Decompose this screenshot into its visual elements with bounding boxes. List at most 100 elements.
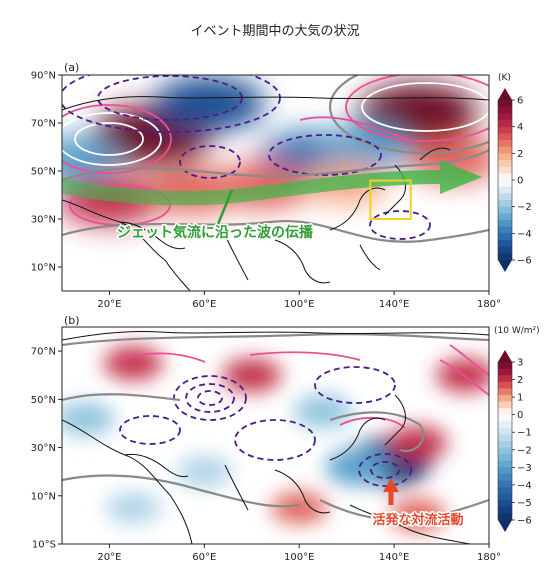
panel-a-axes: 20°E 60°E 100°E 140°E 180° 90°N 70°N 50°N 30°N 10… bbox=[31, 71, 501, 311]
colorbar-b: (10 W/m²) 3 2 1 0 −1 −2 −3 −4 −5 −6 bbox=[494, 326, 540, 532]
jet-stream-arrow bbox=[62, 160, 482, 206]
y-tick-label: 90°N bbox=[31, 71, 56, 82]
colorbar-swatch bbox=[498, 454, 512, 462]
contour-line bbox=[62, 393, 181, 402]
panel-b-frame bbox=[61, 326, 490, 545]
contour-line bbox=[319, 498, 489, 522]
anomaly-blob-b-1 bbox=[325, 448, 392, 486]
x-tick-label: 180° bbox=[477, 552, 501, 563]
colorbar-swatch bbox=[498, 434, 512, 442]
colorbar-a: (K) 6 4 2 0 −2 −4 −6 bbox=[497, 73, 532, 272]
coastline bbox=[62, 96, 489, 111]
coastline bbox=[359, 244, 381, 271]
colorbar-swatch bbox=[498, 106, 512, 114]
contour-line bbox=[62, 333, 489, 347]
y-tick-label: 10°N bbox=[31, 491, 56, 502]
colorbar-a-unit: (K) bbox=[498, 73, 511, 83]
colorbar-tick-label: 3 bbox=[517, 358, 523, 369]
colorbar-swatch bbox=[498, 233, 512, 241]
colorbar-tick-label: −4 bbox=[517, 480, 532, 491]
contour-line bbox=[62, 75, 281, 133]
coastline bbox=[384, 394, 406, 446]
panel-a-label: (a) bbox=[64, 61, 79, 74]
colorbar-swatch bbox=[498, 180, 512, 188]
anomaly-blob-b-6 bbox=[293, 394, 353, 429]
contour-line bbox=[369, 210, 431, 240]
x-tick-label: 100°E bbox=[284, 299, 314, 310]
x-tick-label: 100°E bbox=[284, 552, 314, 563]
contour-line bbox=[119, 415, 181, 445]
colorbar-b-unit: (10 W/m²) bbox=[494, 326, 540, 336]
colorbar-tick-label: −2 bbox=[517, 202, 532, 213]
colorbar-swatch bbox=[498, 467, 512, 475]
colorbar-extend-bottom bbox=[498, 260, 512, 272]
contour-line bbox=[62, 112, 162, 166]
contour-line bbox=[361, 82, 489, 132]
colorbar-swatch bbox=[498, 401, 512, 409]
contour-line bbox=[62, 149, 489, 182]
coastline bbox=[224, 234, 249, 281]
contour-line bbox=[179, 145, 241, 179]
coastline bbox=[349, 504, 471, 544]
x-tick-label: 60°E bbox=[192, 299, 216, 310]
colorbar-swatch bbox=[498, 220, 512, 228]
contour-line bbox=[268, 134, 382, 176]
contour-line bbox=[62, 220, 489, 243]
colorbar-swatch bbox=[498, 200, 512, 208]
coastline bbox=[419, 147, 451, 161]
colorbar-swatch bbox=[498, 473, 512, 481]
colorbar-swatch bbox=[498, 493, 512, 501]
colorbar-swatch bbox=[498, 408, 512, 416]
colorbar-swatch bbox=[498, 427, 512, 435]
panel-a: ジェット気流に沿った波の伝播 (a) 20°E 60°E 100°E 140°E 180… bbox=[31, 61, 532, 311]
jet-arrow-shape bbox=[62, 160, 482, 206]
colorbar-swatch bbox=[498, 140, 512, 148]
contour-line bbox=[314, 366, 396, 404]
contour-line bbox=[234, 419, 316, 461]
colorbar-swatch bbox=[498, 441, 512, 449]
colorbar-swatch bbox=[498, 206, 512, 214]
anomaly-blob-a-1 bbox=[153, 76, 265, 132]
panel-a-coastlines bbox=[62, 96, 489, 291]
y-tick-label: 10°S bbox=[32, 540, 56, 551]
colorbar-tick-label: 2 bbox=[517, 375, 523, 386]
contour-line bbox=[62, 104, 172, 174]
colorbar-swatch bbox=[498, 160, 512, 168]
contour-line bbox=[449, 344, 489, 376]
panel-b: 活発な対流活動 (b) 20°E 60°E 100°E 140°E 180° 70°N 50… bbox=[31, 314, 540, 563]
colorbar-swatch bbox=[498, 394, 512, 402]
panel-b-coastlines bbox=[62, 331, 489, 544]
y-tick-label: 30°N bbox=[31, 215, 56, 226]
anomaly-blob-b-3 bbox=[222, 358, 282, 393]
colorbar-swatch bbox=[498, 414, 512, 422]
colorbar-tick-label: −4 bbox=[517, 229, 532, 240]
x-tick-label: 140°E bbox=[379, 552, 409, 563]
y-tick-label: 50°N bbox=[31, 395, 56, 406]
colorbar-swatch bbox=[498, 166, 512, 174]
anomaly-blob-b-5 bbox=[62, 401, 116, 436]
anomaly-blob-b-4 bbox=[388, 425, 448, 460]
annotation-pointer-a bbox=[216, 189, 234, 225]
colorbar-swatch bbox=[498, 213, 512, 221]
colorbar-swatch bbox=[498, 186, 512, 194]
colorbar-swatch bbox=[498, 253, 512, 261]
contour-line bbox=[328, 75, 489, 155]
colorbar-swatch bbox=[498, 460, 512, 468]
contour-line bbox=[329, 411, 425, 453]
colorbar-swatch bbox=[498, 120, 512, 128]
colorbar-swatch bbox=[498, 513, 512, 521]
colorbar-swatch bbox=[498, 447, 512, 455]
figure-title: イベント期間中の大気の状況 bbox=[190, 24, 360, 39]
colorbar-b-swatches bbox=[497, 350, 513, 532]
annotation-convection: 活発な対流活動 bbox=[372, 512, 463, 528]
contour-line bbox=[97, 75, 243, 121]
x-tick-label: 60°E bbox=[192, 552, 216, 563]
colorbar-tick-label: −5 bbox=[517, 498, 532, 509]
coastline bbox=[62, 199, 191, 291]
coastline bbox=[329, 417, 386, 461]
colorbar-extend-top bbox=[498, 88, 512, 100]
colorbar-tick-label: −6 bbox=[517, 516, 532, 527]
coastline bbox=[224, 464, 249, 511]
colorbar-tick-label: 6 bbox=[517, 96, 523, 107]
colorbar-tick-label: 4 bbox=[517, 122, 523, 133]
